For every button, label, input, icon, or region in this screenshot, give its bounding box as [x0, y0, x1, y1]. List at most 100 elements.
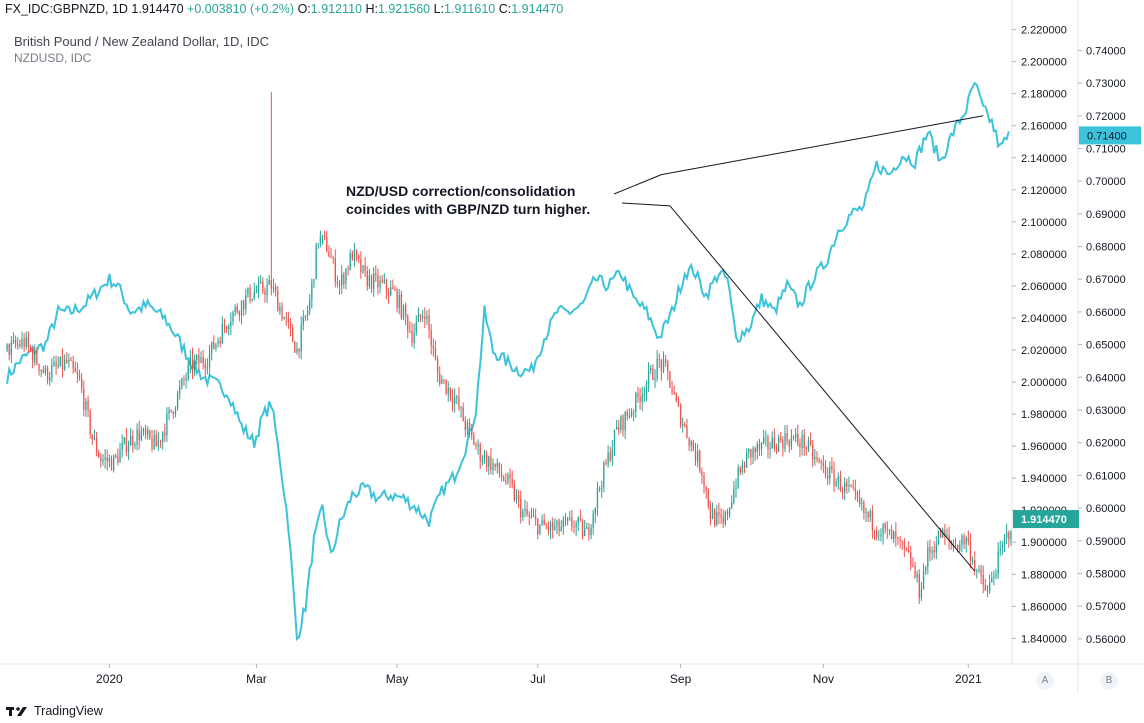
- candle-body: [835, 481, 837, 486]
- candle-body: [503, 476, 505, 481]
- candle-body: [549, 522, 552, 531]
- candle-body: [377, 275, 379, 288]
- scale-b-button[interactable]: B: [1100, 672, 1118, 690]
- candle-body: [671, 387, 673, 393]
- overlay-tick-label: 0.68000: [1086, 242, 1126, 254]
- candle-body: [974, 560, 976, 571]
- candle-body: [19, 344, 21, 347]
- main-tick-label: 2.020000: [1021, 345, 1067, 357]
- candle-body: [882, 524, 884, 535]
- candle-body: [349, 252, 351, 270]
- candle-body: [370, 275, 373, 289]
- candle-body: [605, 462, 607, 464]
- candle-body: [995, 574, 997, 577]
- candle-body: [289, 321, 292, 328]
- candle-body: [639, 396, 641, 403]
- candle-body: [40, 370, 42, 372]
- candle-body: [918, 574, 920, 598]
- main-series-legend[interactable]: British Pound / New Zealand Dollar, 1D, …: [14, 34, 270, 49]
- candle-body: [637, 392, 639, 397]
- candle-body: [409, 330, 411, 332]
- nzdusd-line: [6, 81, 1010, 642]
- candle-body: [174, 408, 177, 414]
- candle-body: [198, 355, 200, 364]
- candle-body: [242, 300, 245, 310]
- trendline: [669, 205, 976, 572]
- overlay-tick-label: 0.69000: [1086, 209, 1126, 221]
- annotation-connector: [613, 174, 662, 195]
- candle-body: [861, 502, 863, 504]
- main-tick-label: 1.980000: [1021, 409, 1067, 421]
- candle-body: [745, 452, 748, 468]
- candle-body: [189, 356, 192, 365]
- candle-body: [147, 430, 149, 435]
- candle-body: [492, 463, 494, 471]
- candle-body: [313, 279, 315, 282]
- candle-body: [347, 269, 349, 271]
- candle-body: [110, 458, 113, 471]
- candle-body: [878, 535, 880, 537]
- candle-body: [136, 429, 138, 445]
- candle-body: [935, 544, 937, 553]
- brand-label: TradingView: [34, 704, 103, 718]
- candle-body: [741, 464, 744, 473]
- candle-body: [699, 451, 701, 472]
- candle-body: [366, 271, 368, 287]
- candle-body: [383, 279, 385, 283]
- candle-body: [249, 287, 251, 301]
- candle-body: [61, 356, 64, 369]
- candle-body: [351, 252, 354, 261]
- candle-body: [251, 298, 253, 301]
- brand[interactable]: TradingView: [6, 704, 103, 718]
- candle-body: [718, 512, 720, 515]
- low-value: 1.911610: [444, 2, 496, 16]
- candle-body: [432, 345, 434, 349]
- candle-body: [134, 444, 136, 446]
- candle-body: [338, 283, 341, 286]
- candle-body: [867, 511, 869, 518]
- candle-body: [270, 279, 273, 289]
- auto-scale-button[interactable]: A: [1036, 672, 1054, 690]
- candle-body: [592, 513, 594, 528]
- candle-body: [477, 444, 479, 447]
- candle-body: [750, 448, 752, 458]
- candle-body: [402, 305, 405, 318]
- candle-body: [790, 436, 793, 447]
- candle-body: [430, 330, 432, 346]
- candle-body: [515, 495, 518, 500]
- candle-body: [831, 466, 833, 470]
- candle-body: [669, 371, 671, 388]
- overlay-tick-label: 0.66000: [1086, 307, 1126, 319]
- candle-body: [846, 482, 848, 487]
- candle-body: [584, 528, 586, 536]
- candle-body: [360, 258, 362, 273]
- candle-body: [161, 432, 164, 442]
- candle-body: [822, 462, 825, 466]
- overlay-series-legend[interactable]: NZDUSD, IDC: [14, 51, 92, 65]
- candle-body: [805, 447, 807, 449]
- candle-body: [571, 517, 573, 527]
- candle-body: [643, 393, 646, 395]
- candle-body: [615, 426, 618, 430]
- candle-body: [123, 437, 125, 444]
- candle-body: [12, 339, 15, 343]
- candle-body: [650, 368, 652, 371]
- candle-body: [959, 544, 961, 550]
- candle-body: [358, 255, 360, 259]
- candle-body: [993, 576, 995, 578]
- candle-body: [547, 526, 550, 531]
- candle-body: [737, 467, 739, 488]
- candle-body: [200, 357, 202, 364]
- main-tick-label: 1.900000: [1021, 537, 1067, 549]
- candle-body: [662, 359, 665, 372]
- candle-body: [624, 411, 626, 431]
- candle-body: [68, 360, 70, 363]
- symbol-header: FX_IDC:GBPNZD, 1D 1.914470 +0.003810 (+0…: [5, 2, 563, 16]
- symbol-label[interactable]: FX_IDC:GBPNZD, 1D: [5, 2, 128, 16]
- candle-body: [916, 574, 918, 578]
- candle-body: [257, 282, 260, 292]
- candle-body: [341, 274, 343, 286]
- time-tick-label: Sep: [670, 672, 692, 686]
- candle-body: [439, 373, 441, 384]
